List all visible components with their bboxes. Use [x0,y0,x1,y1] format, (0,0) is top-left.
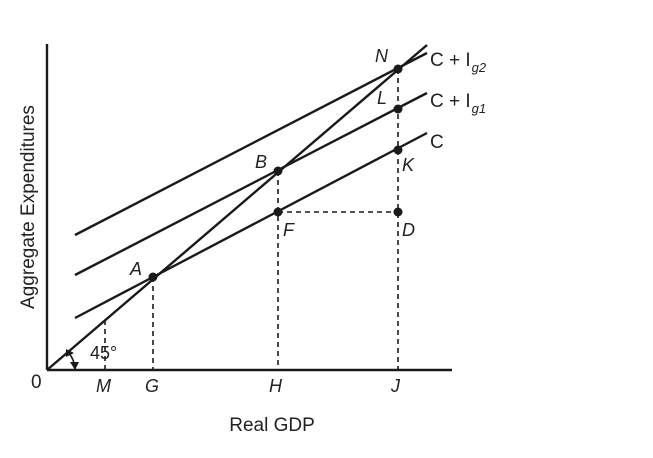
y-axis-label: Aggregate Expenditures [18,105,39,309]
tick-label-g: G [145,376,159,396]
origin-label: 0 [31,372,42,393]
angle-arrow-bottom [70,362,79,370]
x-axis-label: Real GDP [229,415,315,436]
curve-label-cig2: C + Ig2 [430,50,487,75]
point-b [273,166,283,176]
consumption-line-c [74,131,428,320]
point-label-b: B [255,152,267,172]
consumption-plus-investment-line-ig2 [74,51,428,237]
curve-label-c: C [430,132,444,153]
point-a [148,272,158,282]
point-l [393,104,403,114]
point-label-k: K [402,155,415,175]
point-d [393,207,403,217]
point-n [393,64,403,74]
tick-label-m: M [96,376,111,396]
tick-label-j: J [390,376,401,396]
angle-arrow-top [66,349,74,357]
angle-label: 45° [90,343,117,363]
forty-five-degree-line [46,44,428,371]
tick-label-h: H [269,376,283,396]
point-label-d: D [402,220,415,240]
point-label-a: A [129,259,142,279]
point-label-f: F [283,220,295,240]
curve-label-cig1: C + Ig1 [430,91,486,116]
point-label-l: L [377,88,387,108]
point-label-n: N [375,46,389,66]
point-k [393,145,403,155]
consumption-plus-investment-line-ig1 [74,91,428,277]
point-f [273,207,283,217]
